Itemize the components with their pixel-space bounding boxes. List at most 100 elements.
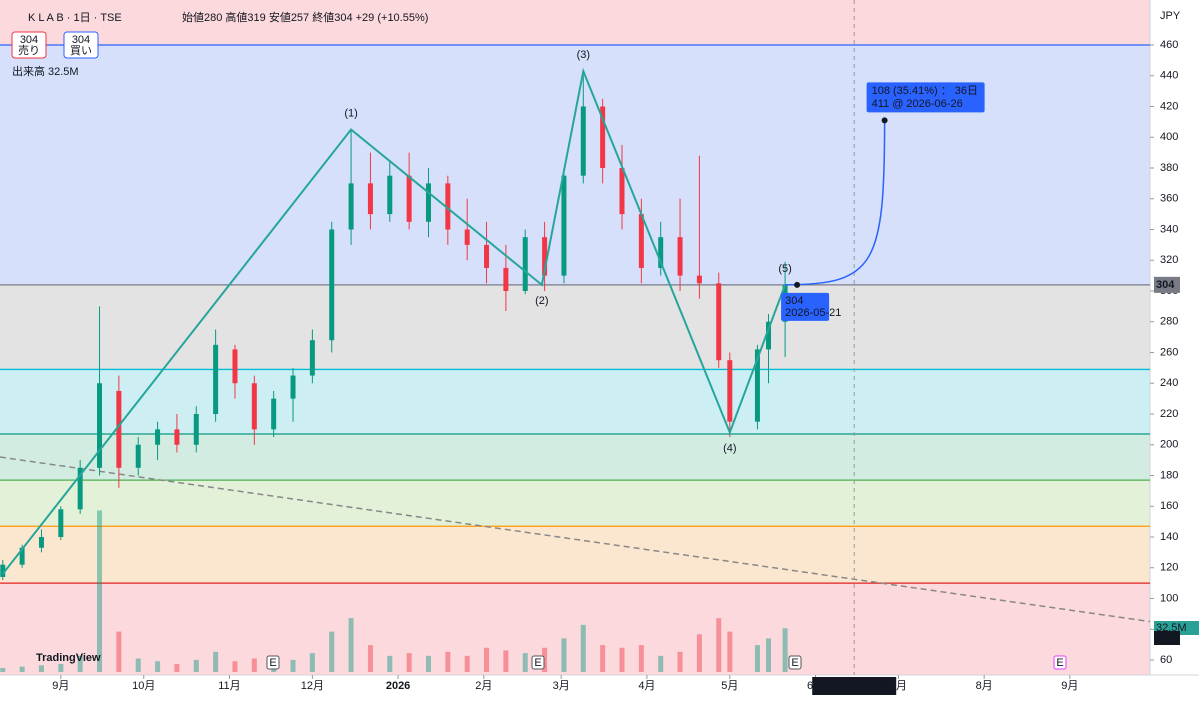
volume-tag-text: 32.5M bbox=[1156, 622, 1187, 634]
y-tick-label: 280 bbox=[1160, 316, 1178, 328]
projection-text: 108 (35.41%) ： 36日 bbox=[872, 85, 978, 97]
y-tick-label: 460 bbox=[1160, 39, 1178, 51]
volume-bar bbox=[290, 659, 296, 672]
x-tick-label: 10月 bbox=[132, 680, 155, 692]
candle-body bbox=[503, 267, 509, 291]
wave-label: (2) bbox=[535, 295, 548, 307]
x-tick-label: 11月 bbox=[218, 680, 240, 692]
volume-bar bbox=[716, 618, 722, 672]
symbol: K L A B · 1日 · TSE bbox=[28, 12, 122, 24]
cursor-label: 2026-06-15 (月) bbox=[815, 680, 893, 692]
wave-label: (3) bbox=[577, 49, 590, 61]
last-date: 2026-05-21 bbox=[785, 307, 841, 319]
earnings-label: E bbox=[1056, 657, 1063, 669]
candle-body bbox=[77, 467, 83, 510]
volume-bar bbox=[766, 638, 772, 672]
candle-body bbox=[135, 444, 141, 468]
volume-bar bbox=[638, 645, 644, 672]
volume-bar bbox=[425, 655, 431, 672]
wave-label: (4) bbox=[723, 442, 736, 454]
trendline bbox=[0, 456, 1151, 623]
y-tick-label: 160 bbox=[1160, 500, 1178, 512]
candle-body bbox=[213, 344, 219, 414]
volume-bar bbox=[561, 638, 567, 672]
candle-body bbox=[445, 183, 451, 230]
x-tick-label: 8月 bbox=[976, 680, 993, 692]
candle-body bbox=[580, 106, 586, 176]
volume-bar bbox=[580, 624, 586, 672]
y-tick-label: 320 bbox=[1160, 254, 1178, 266]
volume-bar bbox=[754, 645, 760, 672]
volume-bar bbox=[696, 634, 702, 672]
x-tick-label: 9月 bbox=[52, 680, 69, 692]
earnings-label: E bbox=[791, 657, 798, 669]
earnings-marker bbox=[266, 655, 280, 670]
zone bbox=[0, 369, 1150, 434]
volume-bar bbox=[174, 663, 180, 672]
volume-value: 32.5M bbox=[48, 66, 79, 78]
y-tick-label: 100 bbox=[1160, 592, 1178, 604]
candle-body bbox=[727, 360, 733, 422]
volume-bar bbox=[406, 653, 412, 672]
candle-body bbox=[766, 321, 772, 350]
buy-button[interactable] bbox=[63, 31, 99, 59]
cursor-box bbox=[812, 677, 897, 695]
volume-bar bbox=[232, 661, 238, 672]
y-tick-label: 260 bbox=[1160, 346, 1178, 358]
y-tick-label: 120 bbox=[1160, 562, 1178, 574]
ohlc: 始値280 高値319 安値257 終値304 +29 (+10.55%) bbox=[182, 10, 428, 24]
y-tick-label: 400 bbox=[1160, 131, 1178, 143]
candle-body bbox=[406, 175, 412, 222]
candle-body bbox=[561, 175, 567, 276]
candle-body bbox=[600, 106, 606, 168]
candle-body bbox=[696, 275, 702, 284]
volume-bar bbox=[600, 645, 606, 672]
volume-tag2 bbox=[1154, 631, 1180, 645]
y-tick-label: 360 bbox=[1160, 193, 1178, 205]
candle-body bbox=[58, 509, 64, 537]
candle-body bbox=[271, 398, 277, 430]
zone bbox=[0, 583, 1150, 675]
candle-body bbox=[174, 429, 180, 445]
volume-bar bbox=[445, 651, 451, 672]
x-tick-label: 2026 bbox=[386, 680, 410, 692]
y-tick-label: 220 bbox=[1160, 408, 1178, 420]
price-tag-text: 304 bbox=[1156, 279, 1175, 291]
zone bbox=[0, 526, 1150, 584]
candle-body bbox=[0, 564, 6, 577]
volume-bar bbox=[484, 647, 490, 672]
sell-label: 売り bbox=[18, 44, 40, 57]
y-tick-label: 440 bbox=[1160, 70, 1178, 82]
sell-button[interactable] bbox=[11, 31, 47, 59]
volume-bar bbox=[348, 618, 354, 672]
x-tick-label: 2月 bbox=[475, 680, 492, 692]
candle-body bbox=[367, 183, 373, 215]
candle-body bbox=[754, 349, 760, 422]
volume-bar bbox=[727, 631, 733, 672]
volume-bar bbox=[213, 651, 219, 672]
projection-sub: 411 @ 2026-06-26 bbox=[872, 98, 963, 110]
candle-body bbox=[716, 283, 722, 361]
last-point bbox=[794, 281, 801, 288]
candle-body bbox=[522, 237, 528, 291]
volume-bar bbox=[329, 631, 335, 672]
candle-body bbox=[193, 414, 199, 445]
y-tick-label: 60 bbox=[1160, 654, 1172, 666]
candle-body bbox=[387, 175, 393, 215]
candle-body bbox=[232, 349, 238, 384]
earnings-marker bbox=[788, 655, 802, 670]
candle-body bbox=[309, 340, 315, 376]
candle-body bbox=[251, 383, 257, 430]
time-axis bbox=[0, 675, 1199, 697]
x-tick-label: 3月 bbox=[553, 680, 570, 692]
candle-body bbox=[658, 237, 664, 268]
earnings-marker bbox=[1053, 655, 1067, 670]
candle-body bbox=[677, 237, 683, 276]
candle-body bbox=[425, 183, 431, 222]
volume-bar bbox=[782, 628, 788, 672]
volume-label: 出来高 bbox=[12, 64, 45, 78]
volume-bar bbox=[503, 650, 509, 672]
volume-bar bbox=[367, 645, 373, 672]
candle-body bbox=[155, 429, 161, 445]
zone bbox=[0, 480, 1150, 527]
